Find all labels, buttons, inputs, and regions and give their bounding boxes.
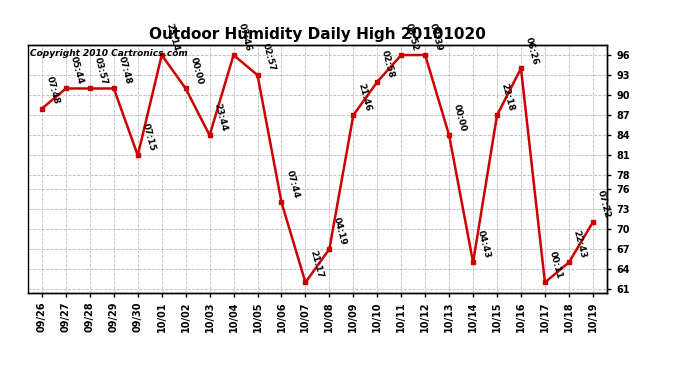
Text: 07:48: 07:48	[117, 56, 132, 86]
Text: 07:48: 07:48	[45, 76, 61, 106]
Text: 05:44: 05:44	[69, 56, 85, 86]
Text: 08:52: 08:52	[404, 22, 420, 52]
Text: 07:46: 07:46	[237, 22, 253, 52]
Text: 23:44: 23:44	[213, 102, 228, 132]
Text: 22:18: 22:18	[500, 82, 516, 112]
Title: Outdoor Humidity Daily High 20101020: Outdoor Humidity Daily High 20101020	[149, 27, 486, 42]
Text: 04:19: 04:19	[332, 216, 348, 246]
Text: 00:11: 00:11	[548, 250, 564, 280]
Text: 00:00: 00:00	[188, 56, 204, 86]
Text: 23:14: 23:14	[164, 22, 181, 52]
Text: 06:26: 06:26	[524, 36, 540, 66]
Text: 07:15: 07:15	[141, 123, 157, 153]
Text: 03:57: 03:57	[92, 56, 109, 86]
Text: 07:22: 07:22	[595, 189, 612, 219]
Text: 02:57: 02:57	[260, 42, 277, 72]
Text: 22:43: 22:43	[571, 230, 588, 260]
Text: 02:58: 02:58	[380, 49, 396, 79]
Text: 21:46: 21:46	[356, 82, 372, 112]
Text: Copyright 2010 Cartronics.com: Copyright 2010 Cartronics.com	[30, 49, 188, 58]
Text: 21:17: 21:17	[308, 250, 324, 280]
Text: 08:39: 08:39	[428, 22, 444, 52]
Text: 00:00: 00:00	[452, 103, 468, 132]
Text: 07:44: 07:44	[284, 169, 300, 200]
Text: 04:43: 04:43	[476, 230, 492, 260]
